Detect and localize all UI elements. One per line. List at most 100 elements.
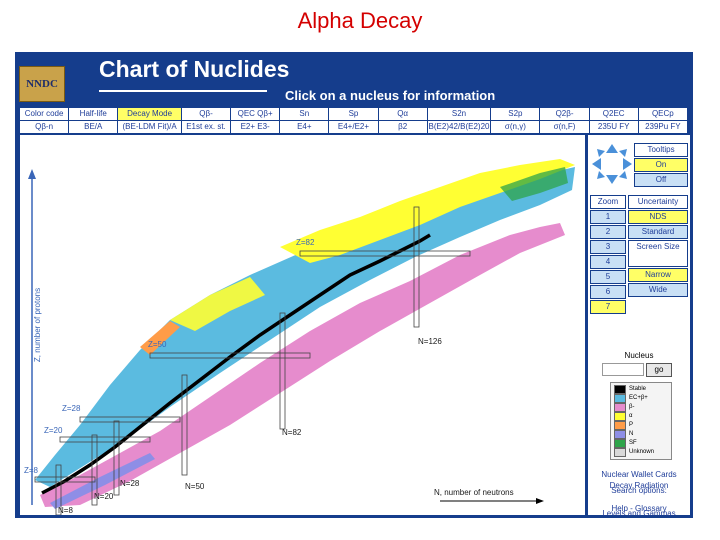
zoom-5-button[interactable]: 5 (590, 270, 626, 284)
legend-label: N (629, 431, 634, 437)
prop-q-beta-minus[interactable]: Qβ- (181, 108, 232, 120)
prop-e2-e3[interactable]: E2+ E3- (231, 121, 281, 133)
prop-decay-mode[interactable]: Decay Mode (118, 108, 182, 120)
n20-label: N=20 (94, 492, 114, 501)
axes: Z, number of protons N, number of neutro… (28, 169, 544, 505)
zoom-2-button[interactable]: 2 (590, 225, 626, 239)
prop-235u-fy[interactable]: 235U FY (589, 121, 639, 133)
nucleus-input[interactable] (602, 363, 644, 376)
legend-beta-minus: β- (611, 402, 671, 412)
prop-239pu-fy[interactable]: 239Pu FY (638, 121, 688, 133)
prop-qec-qbeta-plus[interactable]: QEC Qβ+ (231, 108, 281, 120)
nuclide-band[interactable] (35, 159, 575, 509)
prop-q2ec[interactable]: Q2EC (589, 108, 639, 120)
screen-wide-button[interactable]: Wide (628, 283, 688, 297)
property-row-2: Qβ-n BE/A (BE-LDM Fit)/A E1st ex. st. E2… (20, 121, 688, 133)
sf-region[interactable] (500, 167, 568, 201)
z82-bar (299, 250, 471, 257)
prop-e1st[interactable]: E1st ex. st. (181, 121, 232, 133)
zoom-label: Zoom (590, 195, 626, 209)
uncertainty-standard-button[interactable]: Standard (628, 225, 688, 239)
zoom-group: Zoom 1 2 3 4 5 6 7 (590, 195, 626, 315)
z50-bar (149, 352, 311, 359)
prop-qbeta-n[interactable]: Qβ-n (20, 121, 70, 133)
prop-s2n[interactable]: S2n (427, 108, 492, 120)
n8-label: N=8 (58, 506, 73, 515)
z20-label: Z=20 (44, 426, 63, 435)
nuclide-chart-area[interactable]: Z, number of protons N, number of neutro… (20, 135, 585, 515)
beta-minus-region[interactable] (40, 223, 565, 507)
prop-q-alpha[interactable]: Qα (378, 108, 428, 120)
prop-be2-ratio[interactable]: B(E2)42/B(E2)20 (427, 121, 492, 133)
neutron-emitter-region[interactable] (50, 453, 155, 509)
pan-arrows-icon[interactable] (591, 143, 633, 185)
prop-be-a[interactable]: BE/A (69, 121, 119, 133)
ec-beta-plus-region[interactable] (35, 167, 575, 487)
legend-swatch (614, 402, 626, 412)
prop-e4[interactable]: E4+ (280, 121, 330, 133)
proton-emitter-region[interactable] (140, 321, 180, 355)
legend-label: Unknown (629, 449, 655, 455)
tooltips-off-button[interactable]: Off (634, 173, 688, 187)
nuclide-chart-app: NNDC Chart of Nuclides Click on a nucleu… (15, 52, 693, 518)
prop-s2p[interactable]: S2p (491, 108, 541, 120)
n50-bar (181, 374, 188, 476)
nuclide-chart-svg[interactable]: Z, number of protons N, number of neutro… (20, 135, 585, 515)
pan-up-icon[interactable] (606, 144, 618, 153)
zoom-6-button[interactable]: 6 (590, 285, 626, 299)
prop-sn[interactable]: Sn (280, 108, 330, 120)
z82-label: Z=82 (296, 238, 315, 247)
levels-gammas-link[interactable]: Levels and Gammas (602, 509, 676, 518)
pan-downright-icon[interactable] (619, 171, 627, 179)
legend-ec: EC+β+ (611, 393, 671, 403)
prop-sigma-ng[interactable]: σ(n,γ) (491, 121, 541, 133)
legend-alpha: α (611, 411, 671, 421)
n126-bar (413, 206, 420, 328)
zoom-4-button[interactable]: 4 (590, 255, 626, 269)
prop-half-life[interactable]: Half-life (69, 108, 119, 120)
x-axis-arrow (536, 498, 544, 504)
prop-e4-e2[interactable]: E4+/E2+ (329, 121, 379, 133)
legend-swatch (614, 447, 626, 457)
prop-sigma-nf[interactable]: σ(n,F) (540, 121, 590, 133)
legend-sf: SF (611, 438, 671, 448)
heavy-alpha-region[interactable] (170, 277, 265, 331)
slide-title: Alpha Decay (297, 8, 423, 33)
n28-label: N=28 (120, 479, 140, 488)
magic-markers: Z=8 Z=20 Z=28 Z=50 Z=82 N=8 N=20 N=28 N=… (24, 206, 471, 515)
zoom-1-button[interactable]: 1 (590, 210, 626, 224)
z28-label: Z=28 (62, 404, 81, 413)
prop-be-ldm[interactable]: (BE-LDM Fit)/A (118, 121, 182, 133)
uncertainty-nds-button[interactable]: NDS (628, 210, 688, 224)
pan-upright-icon[interactable] (619, 149, 627, 157)
z50-label: Z=50 (148, 340, 167, 349)
help-glossary-link[interactable]: Help - Glossary (611, 504, 667, 513)
y-axis-label: Z, number of protons (33, 288, 42, 362)
n82-bar (279, 312, 286, 430)
alpha-region[interactable] (280, 159, 575, 263)
prop-color-code[interactable]: Color code (20, 108, 70, 120)
go-button[interactable]: go (646, 363, 672, 377)
pan-down-icon[interactable] (606, 175, 618, 184)
pan-left-icon[interactable] (592, 158, 601, 170)
prop-qecp[interactable]: QECp (638, 108, 688, 120)
nndc-logo[interactable]: NNDC (19, 66, 65, 102)
zoom-3-button[interactable]: 3 (590, 240, 626, 254)
pan-upleft-icon[interactable] (597, 149, 605, 157)
screen-size-label: Screen Size (628, 240, 688, 267)
x-axis-label: N, number of neutrons (434, 488, 514, 497)
nuclear-wallet-cards-link[interactable]: Nuclear Wallet Cards (601, 470, 677, 479)
tooltips-on-button[interactable]: On (634, 158, 688, 172)
pan-right-icon[interactable] (623, 158, 632, 170)
prop-beta2[interactable]: β2 (378, 121, 428, 133)
tooltips-group: Tooltips On Off (634, 143, 688, 188)
prop-sp[interactable]: Sp (329, 108, 379, 120)
pan-downleft-icon[interactable] (597, 171, 605, 179)
z8-label: Z=8 (24, 466, 39, 475)
n20-bar (91, 434, 98, 506)
decay-radiation-link[interactable]: Decay Radiation (609, 481, 669, 490)
legend-proton: P (611, 420, 671, 430)
zoom-7-button[interactable]: 7 (590, 300, 626, 314)
screen-narrow-button[interactable]: Narrow (628, 268, 688, 282)
prop-q2beta[interactable]: Q2β- (540, 108, 590, 120)
